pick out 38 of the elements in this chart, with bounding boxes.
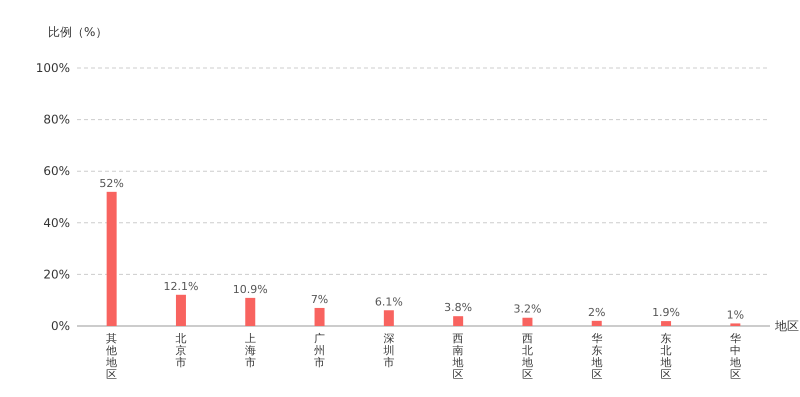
x-axis-title: 地区 bbox=[774, 319, 799, 333]
x-tick-label: 华东地区 bbox=[590, 332, 602, 381]
x-tick-label: 其他地区 bbox=[105, 332, 118, 381]
bar bbox=[730, 323, 740, 326]
data-label: 3.8% bbox=[444, 301, 472, 314]
y-tick-label: 80% bbox=[43, 112, 70, 127]
x-tick-label: 北京市 bbox=[175, 332, 186, 369]
data-label: 6.1% bbox=[374, 295, 403, 308]
bar bbox=[661, 321, 672, 326]
data-label: 2% bbox=[588, 306, 606, 319]
y-tick-label: 20% bbox=[43, 267, 70, 282]
bar bbox=[453, 316, 464, 326]
x-tick-label: 广州市 bbox=[314, 332, 326, 369]
y-tick-label: 0% bbox=[50, 319, 70, 333]
x-tick-label: 东北地区 bbox=[660, 332, 672, 381]
bar bbox=[522, 318, 532, 326]
bar bbox=[314, 308, 325, 326]
bar bbox=[384, 310, 394, 326]
data-label: 7% bbox=[310, 292, 328, 306]
x-tick-label: 上海市 bbox=[244, 332, 256, 369]
data-label: 10.9% bbox=[232, 282, 268, 296]
x-tick-label: 深圳市 bbox=[382, 332, 394, 369]
x-tick-label: 华中地区 bbox=[728, 332, 741, 381]
bar bbox=[176, 294, 186, 326]
data-label: 1.9% bbox=[652, 306, 680, 320]
bar bbox=[245, 298, 256, 326]
x-tick-label: 西北地区 bbox=[520, 332, 533, 381]
bar bbox=[592, 320, 602, 326]
data-label: 52% bbox=[99, 176, 124, 190]
y-axis-title: 比例（%） bbox=[48, 25, 108, 39]
bar bbox=[106, 192, 117, 326]
y-tick-label: 100% bbox=[36, 61, 70, 75]
data-label: 12.1% bbox=[163, 280, 198, 293]
data-label: 1% bbox=[726, 308, 744, 322]
y-tick-label: 60% bbox=[43, 164, 70, 178]
x-tick-label: 西南地区 bbox=[452, 332, 464, 381]
y-tick-label: 40% bbox=[43, 216, 70, 230]
data-label: 3.2% bbox=[513, 302, 542, 316]
